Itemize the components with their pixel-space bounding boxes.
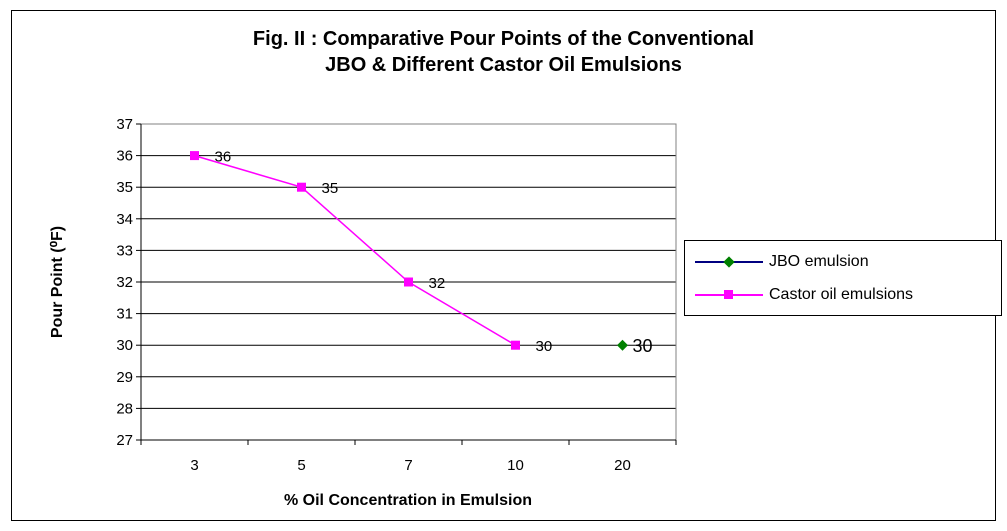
y-tick-label-36: 36 (116, 148, 133, 165)
legend-label-jbo-emulsion: JBO emulsion (769, 253, 869, 270)
data-point-1-2 (404, 277, 413, 287)
diamond-marker-icon (723, 256, 735, 268)
x-tick-label-5: 5 (297, 457, 305, 474)
chart-title-line-2: JBO & Different Castor Oil Emulsions (325, 54, 682, 76)
y-tick-label-32: 32 (116, 274, 133, 291)
square-marker-icon (724, 290, 733, 299)
data-point-0-4 (617, 339, 628, 351)
x-tick-label-3: 3 (190, 457, 198, 474)
chart-legend: JBO emulsion Castor oil emulsions (684, 240, 1002, 316)
series-line-1 (194, 154, 516, 346)
y-tick-label-31: 31 (116, 306, 133, 323)
data-label-1-0: 36 (215, 149, 232, 166)
legend-item-castor-oil-emulsions: Castor oil emulsions (695, 285, 913, 305)
y-tick-labels: 27 28 29 30 31 32 33 34 35 36 37 (116, 116, 133, 449)
chart-title: Fig. II : Comparative Pour Points of the… (0, 26, 1007, 78)
data-label-0-4: 30 (633, 336, 653, 356)
gridlines (141, 155, 676, 409)
axes (136, 123, 677, 445)
x-tick-label-7: 7 (404, 457, 412, 474)
data-point-1-1 (297, 182, 306, 192)
x-axis-title: % Oil Concentration in Emulsion (284, 492, 532, 509)
legend-swatch-castor-oil-emulsions (695, 285, 763, 305)
data-label-1-1: 35 (322, 180, 339, 197)
legend-label-castor-oil-emulsions: Castor oil emulsions (769, 286, 914, 303)
data-labels: 30 36 35 32 30 (215, 149, 653, 357)
data-point-1-0 (190, 151, 199, 161)
y-tick-label-27: 27 (116, 432, 133, 449)
series-lines (194, 154, 516, 346)
x-tick-labels: 3 5 7 10 20 (190, 457, 631, 474)
y-tick-label-35: 35 (116, 179, 133, 196)
y-tick-label-37: 37 (116, 116, 133, 133)
legend-swatch-jbo-emulsion (695, 252, 763, 272)
y-tick-label-29: 29 (116, 369, 133, 386)
y-tick-label-28: 28 (116, 400, 133, 417)
x-tick-label-20: 20 (614, 457, 631, 474)
data-point-1-3 (511, 340, 520, 350)
legend-item-jbo-emulsion: JBO emulsion (695, 252, 869, 272)
y-tick-label-33: 33 (116, 242, 133, 259)
chart-title-line-1: Fig. II : Comparative Pour Points of the… (252, 28, 755, 50)
x-tick-label-10: 10 (507, 457, 524, 474)
data-label-1-3: 30 (536, 338, 553, 355)
data-label-1-2: 32 (429, 275, 446, 292)
y-axis-title: Pour Point (⁰F) (49, 226, 66, 338)
series-markers (190, 151, 628, 351)
y-tick-label-30: 30 (116, 337, 133, 354)
y-tick-label-34: 34 (116, 211, 133, 228)
